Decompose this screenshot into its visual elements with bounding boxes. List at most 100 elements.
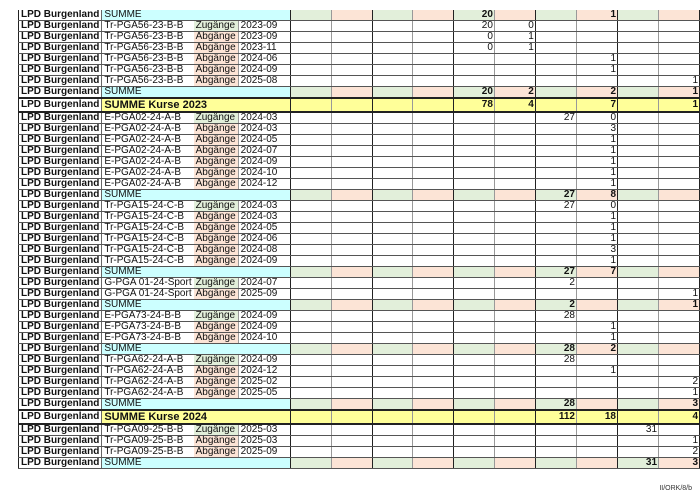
value-cell [658, 332, 700, 344]
month-cell: 2024-12 [238, 178, 292, 190]
value-cell [535, 86, 577, 99]
value-cell [412, 10, 454, 21]
value-cell [494, 310, 536, 322]
value-cell [535, 31, 577, 43]
value-cell [535, 145, 577, 157]
value-cell [617, 376, 660, 388]
org-cell: LPD Burgenland [17, 376, 103, 388]
value-cell [453, 424, 495, 436]
value-cell [617, 354, 660, 366]
value-cell [412, 332, 454, 344]
value-cell [290, 424, 332, 436]
value-cell [576, 424, 619, 436]
table-row: LPD Burgenland E-PGA02-24-A-B Abgänge 2024-… [17, 123, 700, 135]
org-cell: LPD Burgenland [17, 310, 103, 322]
month-cell: 2025-03 [238, 435, 292, 447]
value-cell [331, 435, 373, 447]
course-cell: E-PGA02-24-A-B [101, 123, 194, 135]
course-cell: E-PGA73-24-B-B [101, 332, 194, 344]
value-cell [290, 343, 332, 355]
movement-type-cell: Zugänge [193, 354, 239, 366]
sum-label-cell: SUMME [101, 457, 292, 469]
value-cell [535, 332, 577, 344]
month-cell: 2025-08 [238, 75, 292, 87]
value-cell: 1 [576, 156, 619, 168]
value-cell [290, 457, 332, 469]
value-cell [617, 134, 660, 146]
value-cell [535, 53, 577, 65]
value-cell [453, 145, 495, 157]
sum-row: LPD Burgenland SUMME 31 3 [17, 457, 700, 469]
value-cell [412, 222, 454, 234]
value-cell [453, 332, 495, 344]
course-cell: E-PGA02-24-A-B [101, 178, 194, 190]
sum-row: LPD Burgenland SUMME 28 3 [17, 398, 700, 411]
month-cell: 2023-09 [238, 31, 292, 43]
movement-type-cell: Abgänge [193, 446, 239, 458]
org-cell: LPD Burgenland [17, 42, 103, 54]
value-cell [412, 299, 454, 311]
value-cell [494, 222, 536, 234]
value-cell [453, 178, 495, 190]
value-cell [290, 222, 332, 234]
value-cell [658, 354, 700, 366]
value-cell [658, 424, 700, 436]
value-cell [412, 354, 454, 366]
value-cell [290, 134, 332, 146]
org-cell: LPD Burgenland [17, 156, 103, 168]
org-cell: LPD Burgenland [17, 424, 103, 436]
movement-type-cell: Abgänge [193, 64, 239, 76]
sum-label-cell: SUMME [101, 86, 292, 99]
value-cell [372, 233, 414, 245]
value-cell [658, 10, 700, 21]
value-cell [658, 112, 700, 124]
sum-row: LPD Burgenland SUMME 27 7 [17, 266, 700, 278]
value-cell [290, 446, 332, 458]
movement-type-cell: Abgänge [193, 255, 239, 267]
course-cell: E-PGA73-24-B-B [101, 321, 194, 333]
value-cell [372, 42, 414, 54]
value-cell [576, 42, 619, 54]
value-cell [290, 255, 332, 267]
month-cell: 2025-03 [238, 424, 292, 436]
value-cell [412, 123, 454, 135]
course-cell: Tr-PGA56-23-B-B [101, 42, 194, 54]
value-cell [617, 31, 660, 43]
table-row: LPD Burgenland G-PGA 01-24-Sport Abgänge 20… [17, 288, 700, 300]
value-cell [331, 75, 373, 87]
value-cell [331, 376, 373, 388]
table-row: LPD Burgenland Tr-PGA56-23-B-B Abgänge 2023… [17, 42, 700, 54]
value-cell [331, 343, 373, 355]
sum-label-cell: SUMME [101, 343, 292, 355]
report-table: LPD Burgenland SUMME 20 1 LPD Burgenland Tr-P… [17, 10, 700, 469]
value-cell [372, 167, 414, 179]
value-cell [576, 398, 619, 411]
table-row: LPD Burgenland Tr-PGA09-25-B-B Abgänge 2025… [17, 446, 700, 458]
value-cell: 1 [576, 211, 619, 223]
value-cell [372, 189, 414, 201]
value-cell: 0 [576, 200, 619, 212]
value-cell [331, 97, 373, 113]
movement-type-cell: Abgänge [193, 321, 239, 333]
value-cell [453, 457, 495, 469]
value-cell [331, 409, 373, 425]
value-cell [494, 343, 536, 355]
value-cell [494, 211, 536, 223]
value-cell [617, 189, 660, 201]
month-cell: 2024-03 [238, 211, 292, 223]
course-cell: Tr-PGA09-25-B-B [101, 446, 194, 458]
course-cell: Tr-PGA56-23-B-B [101, 31, 194, 43]
month-cell: 2024-07 [238, 145, 292, 157]
month-cell: 2023-09 [238, 20, 292, 32]
value-cell [290, 365, 332, 377]
sum-row: LPD Burgenland SUMME 20 2 2 1 [17, 86, 700, 99]
value-cell [372, 156, 414, 168]
value-cell [576, 310, 619, 322]
value-cell: 1 [576, 321, 619, 333]
value-cell [658, 178, 700, 190]
month-cell: 2024-09 [238, 310, 292, 322]
value-cell [453, 200, 495, 212]
value-cell [412, 64, 454, 76]
table-row: LPD Burgenland Tr-PGA15-24-C-B Abgänge 2024… [17, 211, 700, 223]
table-row: LPD Burgenland Tr-PGA15-24-C-B Zugänge 2024… [17, 200, 700, 212]
